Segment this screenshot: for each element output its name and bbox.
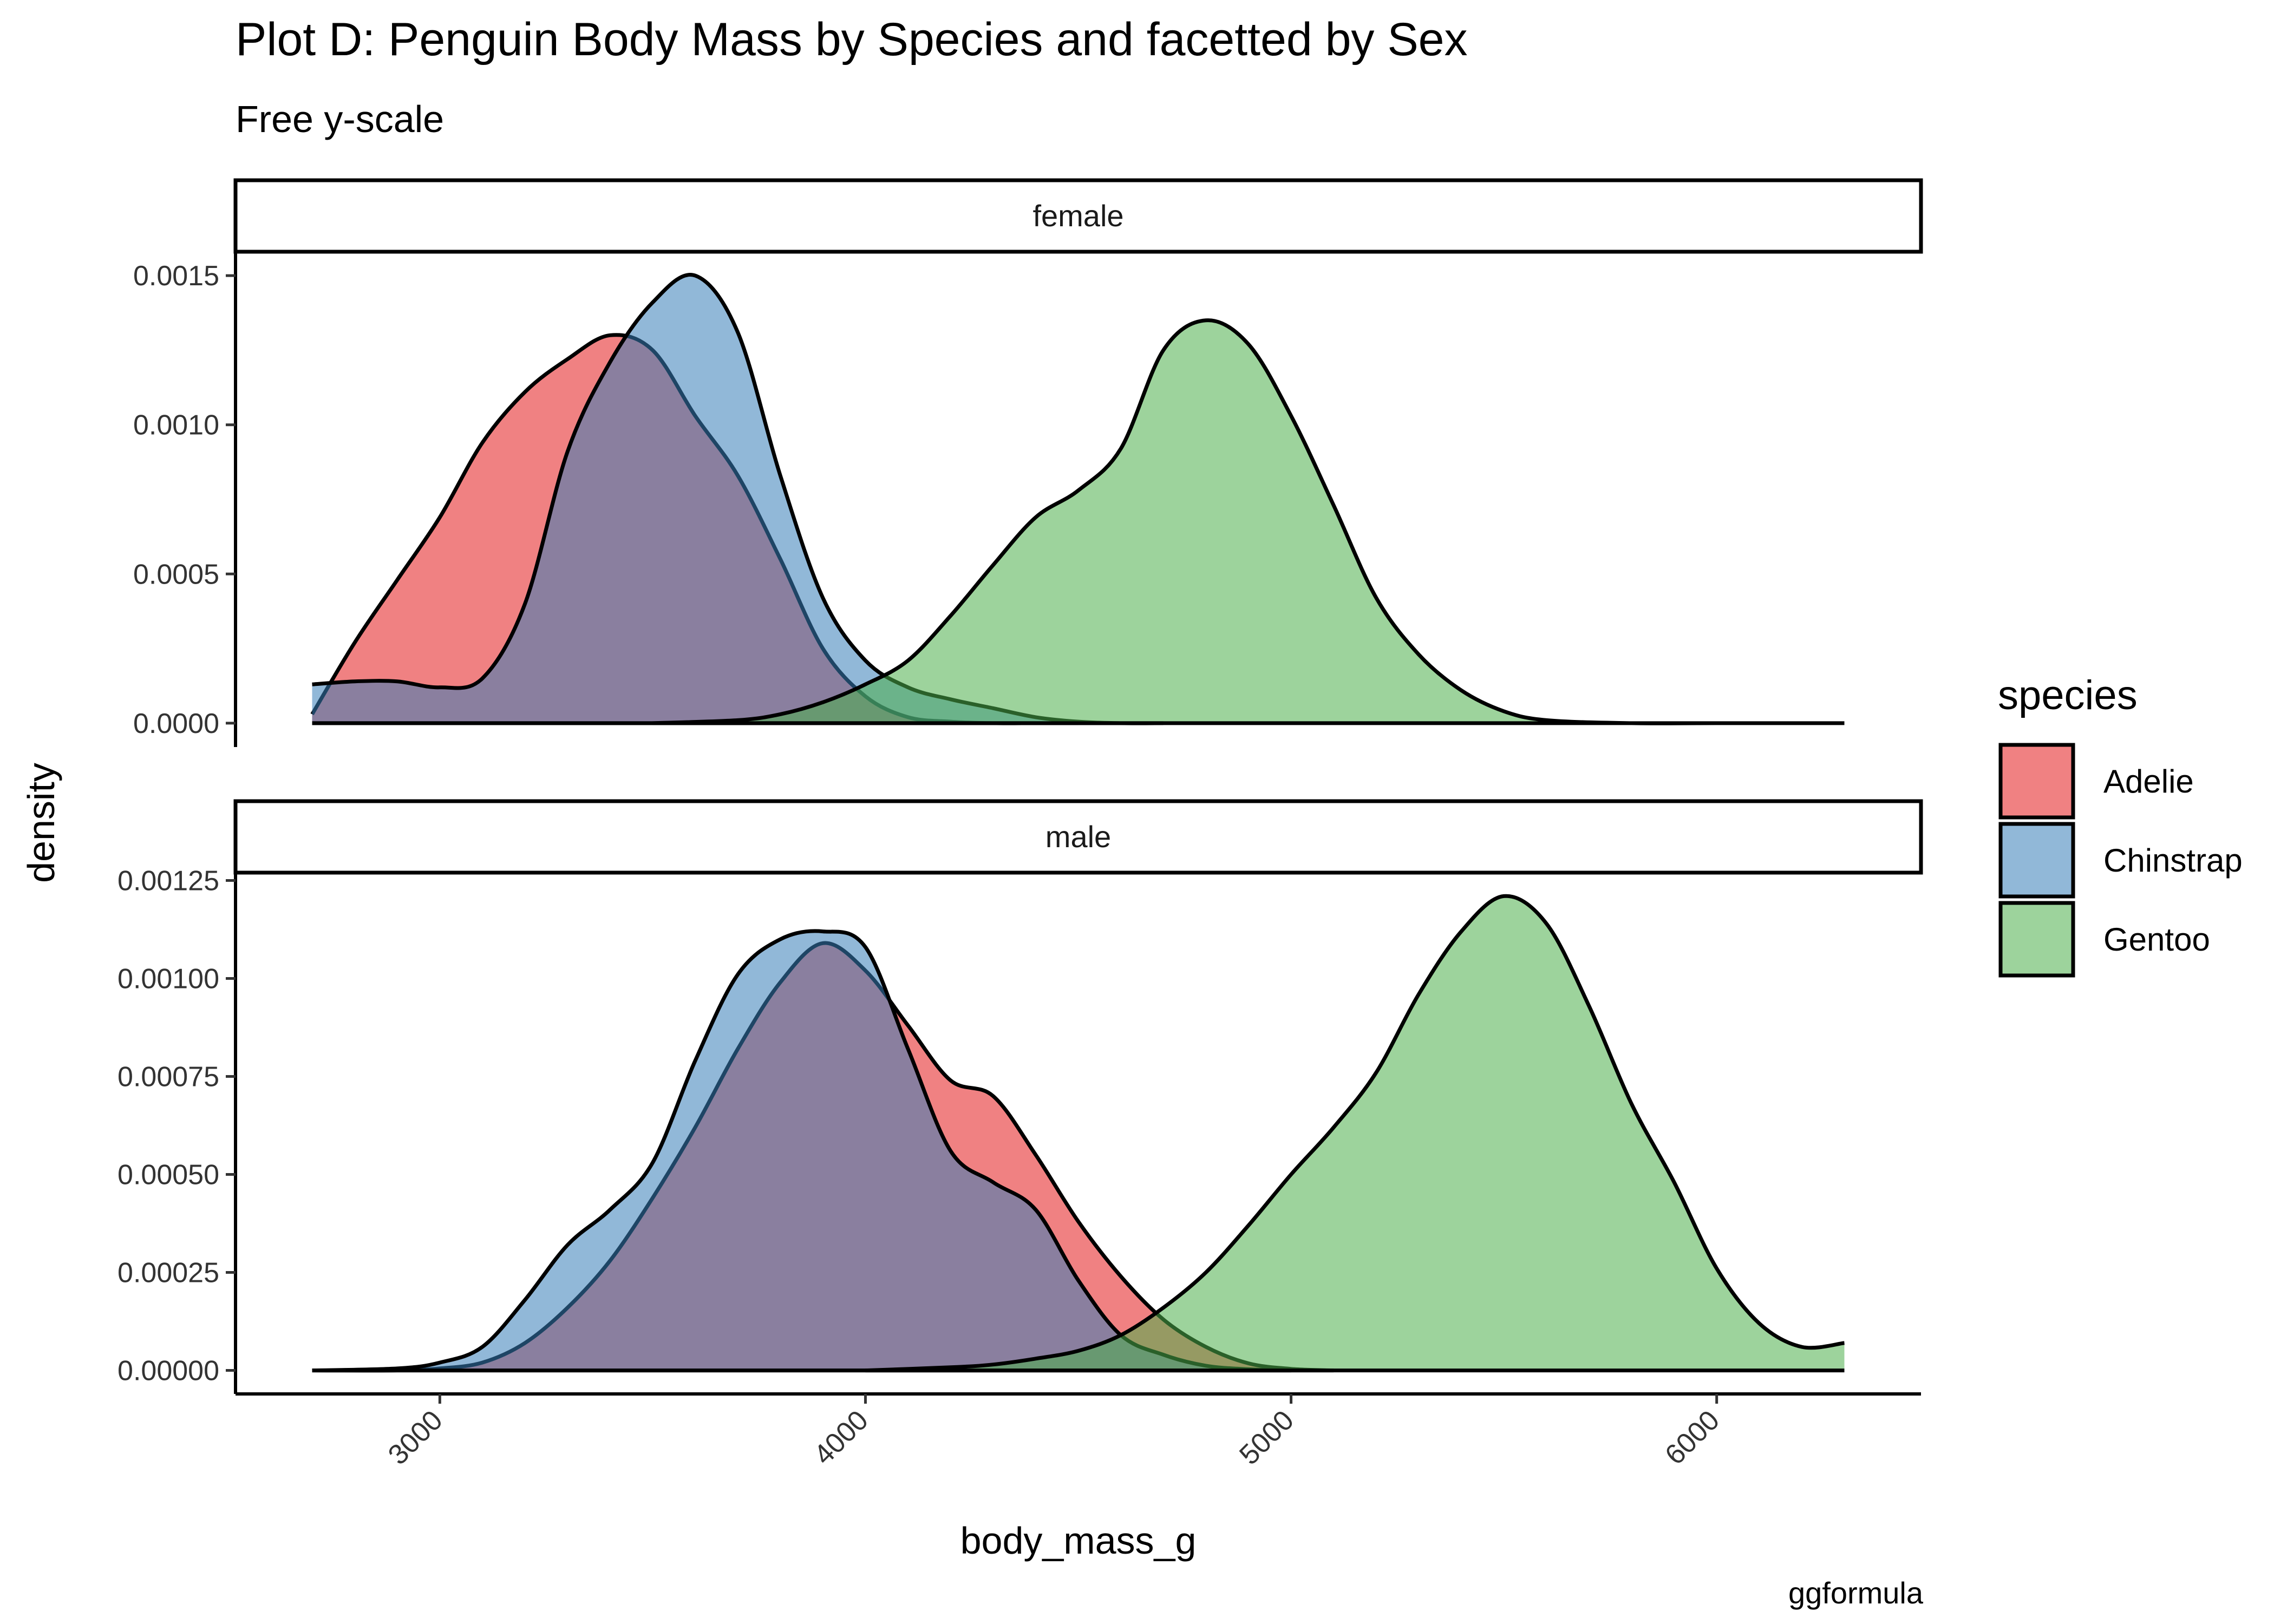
chart-caption: ggformula xyxy=(1788,1576,1923,1610)
y-tick-label: 0.0010 xyxy=(133,410,219,441)
density-area-chinstrap xyxy=(312,274,1164,724)
y-tick-label: 0.0005 xyxy=(133,559,219,590)
density-area-gentoo xyxy=(865,896,1845,1371)
y-tick-label: 0.00100 xyxy=(117,963,219,994)
legend-item-chinstrap: Chinstrap xyxy=(1998,822,2243,899)
y-tick-label: 0.00025 xyxy=(117,1258,219,1289)
legend-label: Adelie xyxy=(2103,763,2194,800)
y-tick-label: 0.00125 xyxy=(117,865,219,896)
facet-female: female 0.0000 0.0005 0.0010 0.0015 xyxy=(133,178,1923,747)
legend-item-adelie: Adelie xyxy=(1998,743,2194,820)
x-tick-label: 6000 xyxy=(1659,1404,1726,1471)
x-tick-label: 5000 xyxy=(1233,1404,1300,1471)
y-axis-title: density xyxy=(20,763,62,883)
legend-label: Chinstrap xyxy=(2103,842,2243,879)
facet-strip-label: male xyxy=(1045,820,1111,854)
facet-strip-label: female xyxy=(1033,199,1123,233)
y-tick-label: 0.00050 xyxy=(117,1160,219,1191)
facet-strip-female xyxy=(233,178,1923,254)
y-tick-label: 0.00075 xyxy=(117,1062,219,1093)
legend-key-gentoo xyxy=(1998,901,2075,978)
legend: species Adelie Chinstrap Gentoo xyxy=(1998,672,2243,978)
x-tick-label: 4000 xyxy=(808,1404,874,1471)
chart-subtitle: Free y-scale xyxy=(236,98,445,140)
chart-title: Plot D: Penguin Body Mass by Species and… xyxy=(236,14,1468,66)
legend-key-adelie xyxy=(1998,743,2075,820)
x-axis-title: body_mass_g xyxy=(960,1520,1197,1562)
density-line-gentoo xyxy=(865,894,1845,1373)
legend-item-gentoo: Gentoo xyxy=(1998,901,2210,978)
x-tick-label: 3000 xyxy=(382,1404,449,1471)
y-tick-label: 0.0015 xyxy=(133,260,219,292)
y-tick-label: 0.00000 xyxy=(117,1355,219,1387)
facet-strip-male xyxy=(233,799,1923,875)
y-tick-label: 0.0000 xyxy=(133,708,219,739)
density-area-gentoo xyxy=(652,320,1845,724)
density-line-gentoo xyxy=(652,318,1845,725)
legend-label: Gentoo xyxy=(2103,921,2210,958)
legend-title: species xyxy=(1998,672,2138,718)
legend-key-chinstrap xyxy=(1998,822,2075,899)
facet-male: male 0.00000 0.00025 0.00050 0.00075 0.00100 0… xyxy=(117,799,1923,1471)
